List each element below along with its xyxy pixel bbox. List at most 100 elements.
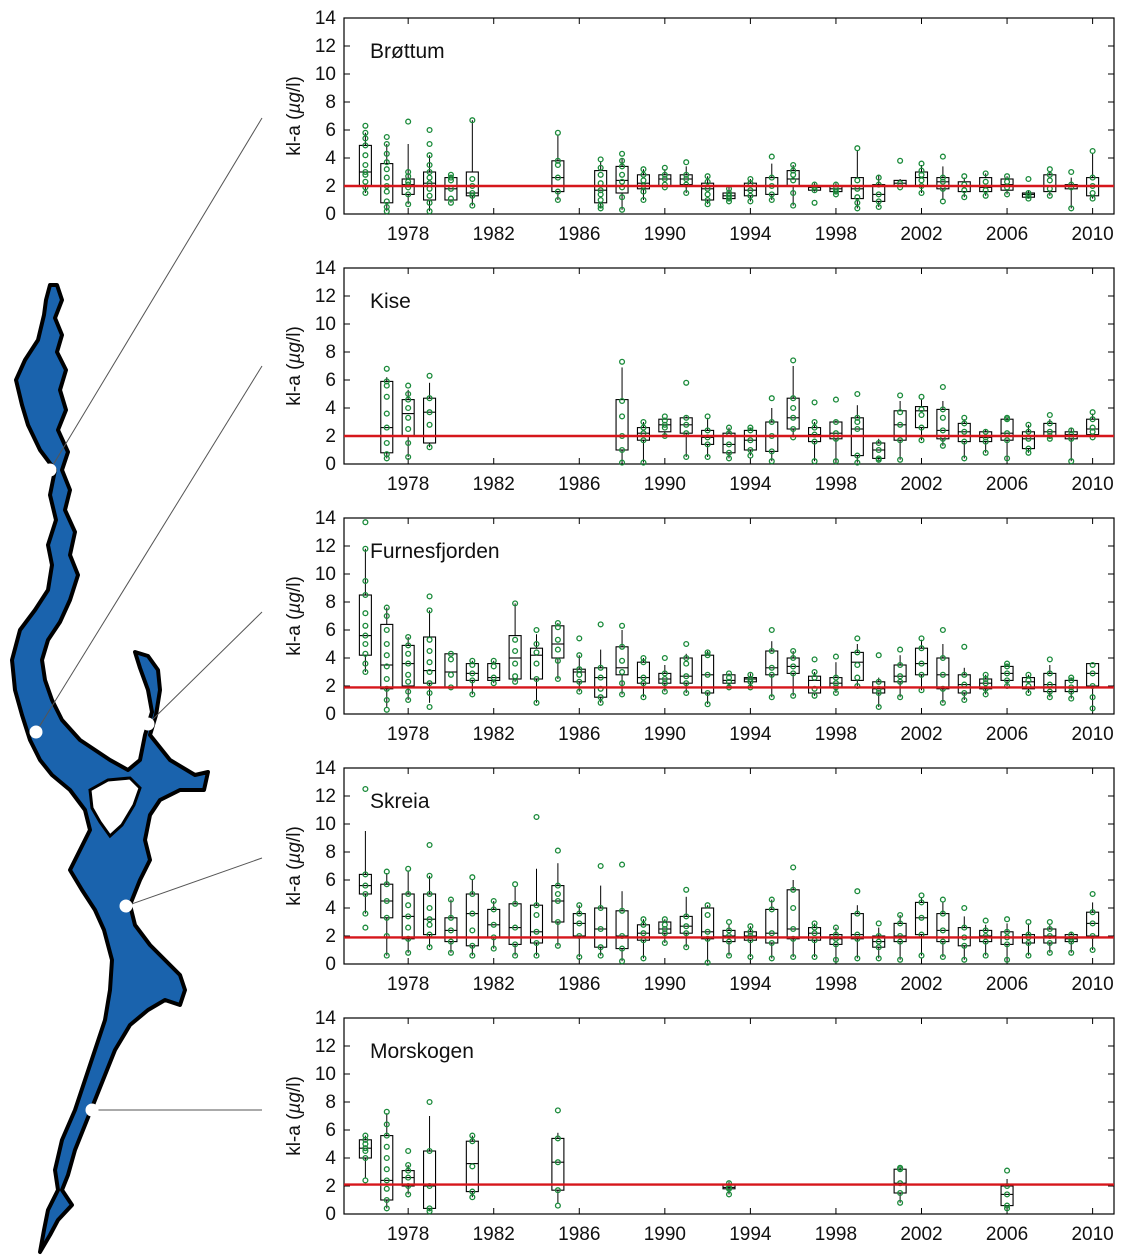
data-point bbox=[1068, 949, 1075, 956]
x-tick-label: 1994 bbox=[729, 224, 772, 245]
data-point bbox=[918, 671, 925, 678]
data-point bbox=[683, 159, 690, 166]
data-point bbox=[939, 427, 946, 434]
box-1982 bbox=[487, 657, 501, 687]
data-point bbox=[405, 1167, 412, 1174]
data-point bbox=[747, 427, 754, 434]
box-1993 bbox=[722, 185, 736, 205]
data-point bbox=[939, 938, 946, 945]
box-iqr bbox=[615, 646, 629, 676]
x-tick-label: 1982 bbox=[473, 974, 515, 995]
data-point bbox=[661, 670, 668, 677]
box-2009 bbox=[1064, 168, 1078, 212]
data-point bbox=[897, 392, 904, 399]
data-point bbox=[747, 198, 754, 205]
data-point bbox=[405, 678, 412, 685]
data-point bbox=[1068, 695, 1075, 702]
box-iqr bbox=[786, 657, 800, 674]
y-tick-label: 14 bbox=[315, 8, 337, 29]
y-tick-label: 8 bbox=[325, 342, 336, 363]
box-1996 bbox=[786, 864, 800, 961]
data-point bbox=[961, 455, 968, 462]
data-point bbox=[768, 930, 775, 937]
data-point bbox=[426, 1147, 433, 1155]
data-point bbox=[661, 164, 668, 171]
data-point bbox=[875, 455, 882, 462]
data-point bbox=[426, 689, 433, 697]
data-point bbox=[512, 900, 519, 907]
data-point bbox=[1004, 928, 1011, 935]
data-point bbox=[790, 886, 797, 893]
box-2001 bbox=[893, 1164, 907, 1206]
box-1983 bbox=[508, 881, 522, 959]
box-2010 bbox=[1086, 890, 1100, 954]
data-point bbox=[939, 654, 946, 662]
data-point bbox=[683, 689, 690, 697]
data-point bbox=[447, 177, 454, 184]
data-point bbox=[918, 892, 925, 899]
data-point bbox=[1004, 1167, 1011, 1174]
box-2010 bbox=[1086, 147, 1100, 202]
data-point bbox=[875, 439, 882, 447]
y-axis-label: kl-a (µg/l) bbox=[284, 1076, 305, 1156]
box-1998 bbox=[829, 396, 843, 465]
data-point bbox=[704, 959, 711, 966]
data-point bbox=[854, 888, 861, 895]
data-point bbox=[426, 593, 433, 600]
data-point bbox=[811, 458, 818, 465]
data-point bbox=[854, 635, 861, 642]
x-tick-label: 1998 bbox=[815, 224, 857, 245]
data-point bbox=[640, 424, 647, 431]
box-2006 bbox=[1000, 1167, 1014, 1212]
data-point bbox=[383, 1185, 390, 1192]
data-point bbox=[405, 949, 412, 956]
box-2005 bbox=[979, 917, 993, 959]
data-point bbox=[640, 654, 647, 662]
data-point bbox=[533, 649, 540, 656]
box-2003 bbox=[936, 383, 950, 449]
data-point bbox=[832, 956, 839, 963]
data-point bbox=[362, 610, 369, 617]
y-tick-label: 0 bbox=[325, 704, 336, 725]
data-point bbox=[597, 699, 604, 706]
data-point bbox=[1025, 421, 1032, 428]
box-iqr bbox=[358, 873, 372, 895]
data-point bbox=[383, 365, 390, 372]
data-point bbox=[897, 157, 904, 164]
box-iqr bbox=[1086, 911, 1100, 937]
data-point bbox=[619, 163, 626, 170]
box-iqr bbox=[786, 889, 800, 940]
data-point bbox=[790, 414, 797, 421]
data-point bbox=[362, 650, 369, 657]
data-point bbox=[469, 910, 476, 917]
y-tick-label: 10 bbox=[315, 814, 336, 835]
data-point bbox=[1025, 671, 1032, 678]
data-point bbox=[918, 437, 925, 444]
x-tick-label: 2006 bbox=[986, 224, 1028, 245]
x-tick-label: 1982 bbox=[473, 224, 515, 245]
data-point bbox=[683, 680, 690, 687]
data-point bbox=[640, 955, 647, 962]
data-point bbox=[405, 650, 412, 657]
data-point bbox=[832, 418, 839, 426]
data-point bbox=[790, 189, 797, 197]
data-point bbox=[939, 910, 946, 917]
data-point bbox=[362, 129, 369, 136]
data-point bbox=[897, 409, 904, 416]
data-point bbox=[683, 913, 690, 920]
data-point bbox=[426, 1208, 433, 1215]
box-2006 bbox=[1000, 660, 1014, 690]
data-point bbox=[1004, 916, 1011, 923]
box-1993 bbox=[722, 1180, 736, 1198]
data-point bbox=[811, 418, 818, 426]
data-point bbox=[683, 673, 690, 680]
data-point bbox=[383, 159, 390, 166]
box-1989 bbox=[636, 916, 650, 962]
data-point bbox=[426, 192, 433, 199]
data-point bbox=[768, 906, 775, 913]
data-point bbox=[725, 195, 733, 202]
y-axis-label: kl-a (µg/l) bbox=[284, 76, 305, 156]
y-tick-label: 2 bbox=[325, 926, 336, 947]
data-point bbox=[640, 674, 647, 681]
